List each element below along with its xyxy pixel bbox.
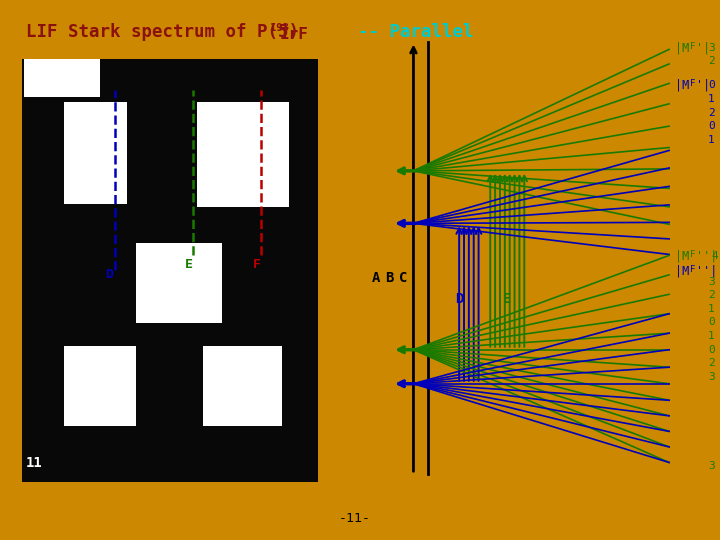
Text: F: F [690, 42, 696, 51]
Text: |M: |M [675, 250, 689, 263]
Text: 11: 11 [26, 456, 42, 470]
Text: D: D [105, 268, 113, 281]
Text: 1: 1 [708, 331, 715, 341]
Text: -- Parallel: -- Parallel [358, 23, 474, 41]
Bar [63, 346, 137, 426]
Text: 0: 0 [708, 345, 715, 355]
Text: 1: 1 [708, 304, 715, 314]
Text: 193: 193 [269, 23, 288, 33]
Bar [197, 102, 289, 207]
Text: LIF Stark spectrum of P(5): LIF Stark spectrum of P(5) [26, 23, 299, 41]
Text: A: A [372, 271, 380, 285]
Text: 0: 0 [708, 318, 715, 327]
Text: IrF: IrF [279, 27, 308, 42]
Text: 1: 1 [708, 94, 715, 104]
Text: 1: 1 [708, 135, 715, 145]
Text: F: F [690, 265, 696, 274]
Text: F: F [690, 250, 696, 259]
Text: '|: '| [696, 42, 711, 55]
Text: |M: |M [675, 79, 689, 92]
Text: F: F [253, 258, 261, 271]
Text: 4: 4 [712, 252, 719, 261]
Text: 0: 0 [708, 121, 715, 131]
Text: |M: |M [675, 42, 689, 55]
Text: ''|: ''| [696, 250, 718, 263]
Text: 3: 3 [708, 461, 715, 471]
Text: 3: 3 [708, 43, 715, 53]
Text: 2: 2 [708, 291, 715, 300]
Text: B: B [385, 271, 394, 285]
Bar [24, 59, 99, 97]
Text: 3: 3 [708, 372, 715, 382]
Text: E: E [503, 292, 511, 306]
Text: 2: 2 [708, 107, 715, 118]
Text: |M: |M [675, 265, 689, 278]
Text: 2: 2 [708, 359, 715, 368]
Text: F: F [690, 79, 696, 88]
Bar [137, 243, 222, 323]
Bar [63, 102, 127, 204]
Text: ''|: ''| [696, 265, 718, 278]
Text: '|: '| [696, 79, 711, 92]
Text: -11-: -11- [339, 512, 371, 525]
Bar [22, 59, 318, 482]
Text: 3: 3 [708, 276, 715, 287]
Bar [202, 346, 282, 426]
Text: 2: 2 [708, 56, 715, 66]
Text: D: D [455, 292, 464, 306]
Text: C: C [399, 271, 408, 285]
Text: E: E [185, 258, 193, 271]
Text: 0: 0 [708, 80, 715, 90]
